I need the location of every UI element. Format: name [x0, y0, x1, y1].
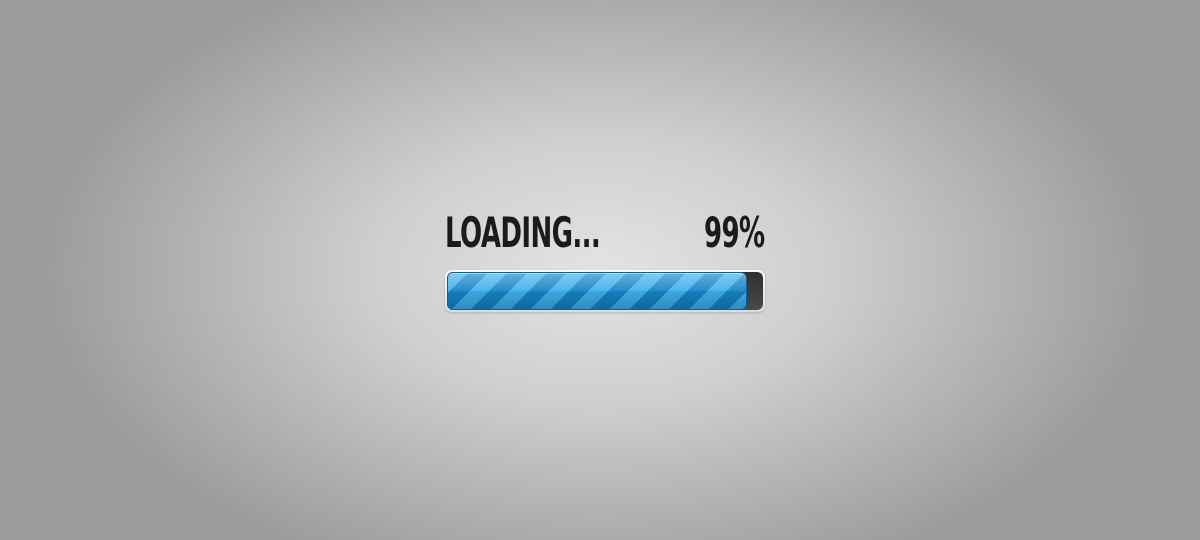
progress-bar [445, 270, 765, 312]
progress-fill [447, 272, 748, 310]
loading-indicator: LOADING... 99% [445, 208, 766, 318]
progress-trough [447, 272, 763, 310]
loading-label: LOADING... [445, 208, 601, 257]
percent-label: 99% [704, 208, 766, 257]
loading-label-row: LOADING... 99% [445, 208, 766, 258]
